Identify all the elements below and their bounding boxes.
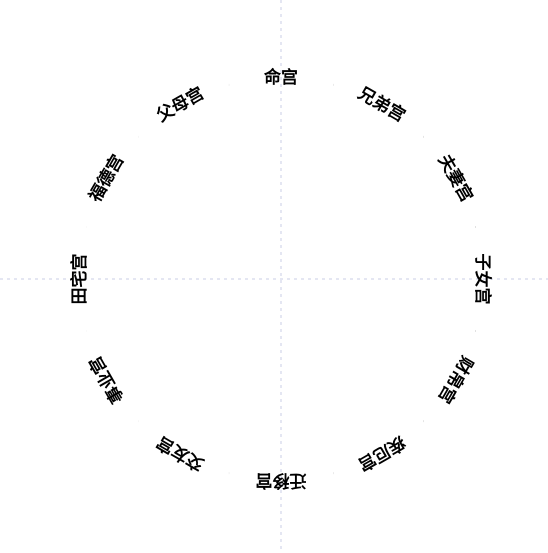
palace-label: 事业宫 [85, 352, 129, 407]
palace-label: 疾厄宫 [354, 432, 409, 476]
palace-label: 子女宫 [472, 254, 493, 305]
palace-label: 福德宫 [84, 151, 128, 207]
palace-label: 财帛宫 [434, 352, 478, 408]
palace-label: 迁移宫 [256, 470, 307, 491]
palace-label: 命宫 [263, 67, 298, 88]
palace-label: 兄弟宫 [354, 82, 410, 126]
palace-label: 夫妻宫 [434, 151, 478, 206]
palace-label: 田宅宫 [69, 254, 90, 305]
palace-label: 父母宫 [152, 83, 208, 127]
palace-label: 交友宫 [153, 432, 208, 476]
